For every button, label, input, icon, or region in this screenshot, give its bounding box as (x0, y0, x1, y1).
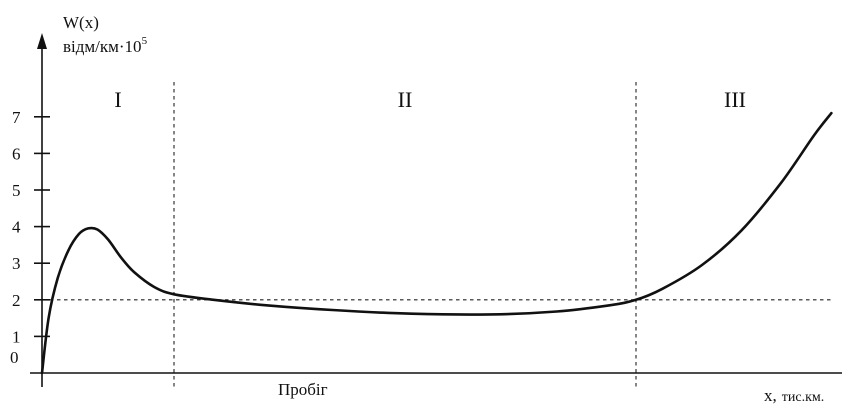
y-axis-label-exponent: 5 (142, 35, 148, 47)
y-axis-label-line2: відм/км·105 (63, 35, 148, 56)
y-axis-label-line1: W(x) (63, 13, 99, 32)
origin-label: 0 (10, 348, 19, 367)
series (40, 111, 833, 375)
y-axis-label-base: відм/км·10 (63, 37, 142, 56)
x-axis-label-unit: тис.км. (782, 390, 825, 405)
y-tick-label-7: 7 (12, 108, 21, 127)
y-ticks: 1 2 3 4 5 6 7 (12, 108, 50, 346)
y-tick-label-5: 5 (12, 181, 21, 200)
x-axis-caption: Пробіг (278, 380, 328, 399)
y-axis-arrow (37, 33, 47, 49)
zone-label-2: II (398, 87, 413, 112)
zone-label-3: III (724, 87, 746, 112)
zones: I II III (50, 82, 832, 387)
x-axis-label-var: x, (764, 386, 777, 405)
y-tick-label-1: 1 (12, 327, 21, 346)
series-line-1 (40, 111, 833, 375)
x-axis-label: x, тис.км. (764, 386, 824, 405)
y-tick-label-2: 2 (12, 291, 21, 310)
y-tick-label-4: 4 (12, 218, 21, 237)
y-tick-label-6: 6 (12, 144, 21, 163)
zone-label-1: I (114, 87, 121, 112)
y-tick-label-3: 3 (12, 254, 21, 273)
